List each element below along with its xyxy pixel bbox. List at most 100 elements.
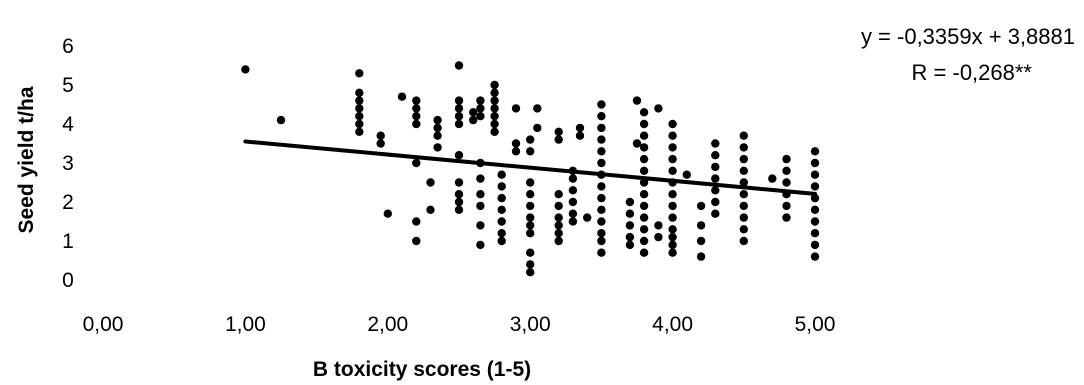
data-point (639, 236, 649, 246)
data-point (568, 186, 578, 195)
data-point (696, 236, 706, 246)
data-point (639, 201, 649, 211)
data-point (526, 135, 535, 144)
data-point (497, 217, 506, 226)
x-axis-ticks: 0,00 1,00 2,00 3,00 4,00 5,00 (83, 313, 836, 336)
data-point (810, 147, 820, 156)
data-point (497, 229, 506, 238)
x-tick-label: 4,00 (652, 313, 693, 336)
data-point (355, 104, 364, 113)
data-point (376, 131, 385, 140)
data-point (810, 182, 820, 191)
y-tick-label: 2 (62, 191, 74, 214)
data-point (739, 236, 748, 246)
data-point (476, 174, 485, 183)
data-point (639, 190, 649, 199)
data-point (476, 96, 485, 105)
data-point (597, 205, 606, 214)
data-point (355, 112, 364, 121)
data-point (412, 96, 421, 105)
x-tick-label: 1,00 (225, 313, 266, 336)
y-tick-label: 1 (62, 230, 74, 253)
data-point (597, 112, 606, 121)
data-point (433, 115, 442, 125)
data-point (497, 205, 506, 214)
data-point (632, 139, 642, 148)
data-point (768, 174, 777, 183)
data-point (696, 201, 706, 211)
data-point (497, 236, 506, 246)
data-point (625, 232, 635, 242)
data-point (554, 221, 563, 230)
data-point (554, 236, 563, 246)
data-point (497, 182, 506, 191)
data-point (568, 174, 578, 183)
data-point (526, 147, 535, 156)
data-point (397, 92, 407, 101)
data-point (412, 104, 421, 113)
regression-equation: y = -0,3359x + 3,8881 (861, 24, 1075, 49)
data-point (739, 154, 748, 164)
data-point (597, 147, 606, 156)
data-point (355, 119, 364, 129)
data-point (568, 217, 578, 226)
data-point (810, 158, 820, 168)
data-point (739, 131, 748, 140)
y-tick-label: 3 (62, 152, 74, 175)
data-point (711, 162, 720, 172)
data-point (526, 190, 535, 199)
data-point (668, 154, 677, 164)
data-point (426, 178, 435, 187)
data-point (454, 178, 464, 187)
data-point (696, 221, 706, 230)
x-axis-title: B toxicity scores (1-5) (313, 358, 531, 381)
data-point (454, 96, 464, 105)
data-points (241, 61, 820, 277)
data-point (469, 115, 478, 125)
data-point (810, 217, 820, 226)
data-point (597, 217, 606, 226)
data-point (476, 240, 485, 250)
data-point (533, 104, 542, 113)
data-point (597, 158, 606, 168)
data-point (575, 123, 585, 133)
data-point (639, 248, 649, 257)
data-point (739, 190, 748, 199)
data-point (668, 248, 677, 257)
data-point (526, 213, 535, 222)
data-point (711, 139, 720, 148)
data-point (533, 123, 542, 133)
data-point (526, 248, 535, 257)
data-point (782, 166, 791, 175)
data-point (511, 104, 521, 113)
data-point (454, 61, 464, 70)
data-point (639, 108, 649, 117)
data-point (639, 166, 649, 175)
data-point (490, 119, 499, 129)
data-point (632, 96, 642, 105)
data-point (583, 213, 592, 222)
data-point (554, 229, 563, 238)
data-point (625, 221, 635, 230)
data-point (490, 104, 499, 113)
data-point (682, 170, 691, 179)
data-point (554, 127, 563, 136)
data-point (412, 217, 421, 226)
data-point (597, 100, 606, 109)
data-point (511, 147, 521, 156)
data-point (597, 123, 606, 133)
data-point (639, 178, 649, 187)
x-tick-label: 5,00 (795, 313, 836, 336)
x-tick-label: 0,00 (83, 313, 124, 336)
data-point (497, 193, 506, 203)
data-point (782, 201, 791, 211)
data-point (469, 108, 478, 117)
data-point (810, 252, 820, 261)
data-point (668, 166, 677, 175)
data-point (412, 112, 421, 121)
data-point (782, 178, 791, 187)
y-tick-label: 5 (62, 74, 74, 97)
data-point (476, 201, 485, 211)
data-point (668, 225, 677, 234)
data-point (454, 190, 464, 199)
